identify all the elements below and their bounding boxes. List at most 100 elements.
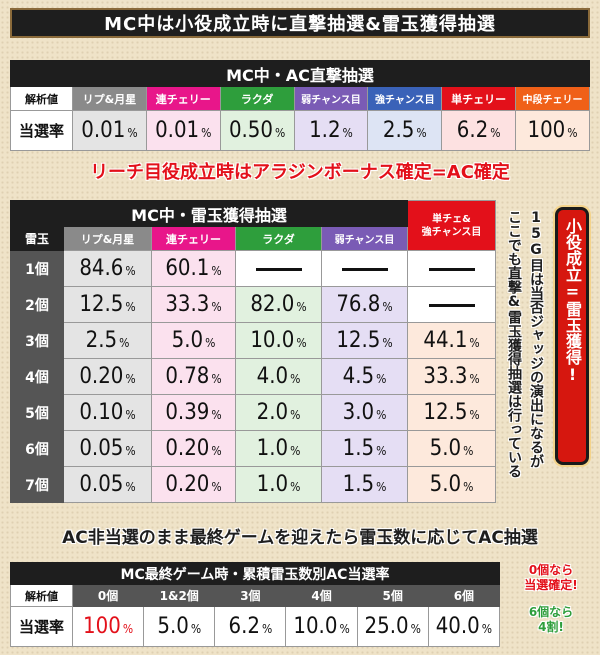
value-cell: 12.5% [407,394,497,431]
table-row: 2個 12.5% 33.3% 82.0% 76.8% [10,286,497,323]
row-label: 当選率 [10,606,73,647]
value-cell: 44.1% [407,322,497,359]
dash-mark [428,267,475,271]
empty-cell [235,250,322,287]
reach-note: リーチ目役成立時はアラジンボーナス確定=AC確定 [90,162,510,183]
value-cell: 4.5% [320,358,409,395]
value-cell: 82.0% [235,286,322,323]
value-cell: 0.20% [151,430,236,467]
value-cell: 0.05% [63,466,152,503]
value-cell: 0.01% [72,110,147,151]
row-label: 2個 [10,286,64,323]
value-cell: 10.0% [235,322,322,359]
col-header: 単チェ& 強チャンス目 [407,200,497,251]
vertical-note-1: 15G目は当否ジャッジの演出になるが [528,210,544,468]
col-header: 5個 [356,584,429,607]
value-cell: 33.3% [407,358,497,395]
value-cell: 5.0% [407,466,497,503]
side-note-six: 6個なら 4割! [528,605,574,634]
value-cell: 0.20% [151,466,236,503]
col-header: 4個 [285,584,358,607]
col-header: 1&2個 [143,584,216,607]
dash-mark [428,303,475,307]
value-cell: 5.0% [151,322,236,359]
value-cell: 1.0% [235,430,322,467]
table-row: 6個 0.05% 0.20% 1.0% 1.5% 5.0% [10,430,497,467]
empty-cell [407,250,497,287]
value-cell: 100% [515,110,590,151]
thunder-table-title: MC中・雷玉獲得抽選 [9,200,409,227]
value-cell: 1.5% [320,430,409,467]
table-row: 4個 0.20% 0.78% 4.0% 4.5% 33.3% [10,358,497,395]
value-cell: 60.1% [151,250,236,287]
col-header: ラクダ [235,226,322,251]
col-header: 弱チャンス目 [320,226,409,251]
side-banner-text: 小役成立=雷玉獲得! [563,218,582,384]
empty-cell [320,250,409,287]
table-row: 5個 0.10% 0.39% 2.0% 3.0% 12.5% [10,394,497,431]
row-label: 7個 [10,466,64,503]
value-cell: 6.2% [214,606,287,647]
value-cell: 0.01% [145,110,221,151]
dash-mark [255,267,302,271]
table-row: 7個 0.05% 0.20% 1.0% 1.5% 5.0% [10,466,497,503]
col-header: 単チェリー [441,86,517,111]
table-row: 3個 2.5% 5.0% 10.0% 12.5% 44.1% [10,322,497,359]
table-row: 1個 84.6% 60.1% [10,250,497,287]
row-label: 3個 [10,322,64,359]
col-header: 連チェリー [151,226,236,251]
row-label: 6個 [10,430,64,467]
final-table-title: MC最終ゲーム時・累積雷玉数別AC当選率 [10,562,500,585]
value-cell: 1.0% [235,466,322,503]
side-banner: 小役成立=雷玉獲得! [555,207,589,465]
final-game-table: MC最終ゲーム時・累積雷玉数別AC当選率 解析値 0個 1&2個 3個 4個 5… [10,562,501,647]
value-cell: 2.5% [63,322,152,359]
col-header: 中段チェリー [515,86,590,111]
empty-cell [407,286,497,323]
value-cell: 33.3% [151,286,236,323]
value-cell: 3.0% [320,394,409,431]
col-header: 強チャンス目 [367,86,443,111]
value-cell: 0.10% [63,394,152,431]
value-cell: 6.2% [441,110,517,151]
value-cell: 10.0% [285,606,358,647]
col-header: 3個 [214,584,287,607]
value-cell: 12.5% [320,322,409,359]
value-cell: 100% [71,606,145,647]
col-header: ラクダ [219,86,295,111]
header-bar: MC中は小役成立時に直撃抽選&雷玉獲得抽選 [10,8,590,38]
ac-note: AC非当選のまま最終ゲームを迎えたら雷玉数に応じてAC抽選 [62,527,538,548]
value-cell: 0.78% [151,358,236,395]
row-label-header: 解析値 [10,584,73,607]
thunder-ball-table: MC中・雷玉獲得抽選 単チェ& 強チャンス目 雷玉 リプ&月星 連チェリー ラク… [9,200,497,503]
col-header: リプ&月星 [63,226,152,251]
value-cell: 1.5% [320,466,409,503]
value-cell: 0.20% [63,358,152,395]
row-label-header: 解析値 [10,86,73,111]
vertical-note-2: ここでも直撃&雷玉獲得抽選は行っている [506,210,522,478]
value-cell: 2.0% [235,394,322,431]
side-note-zero: 0個なら 当選確定! [524,563,578,592]
row-label: 4個 [10,358,64,395]
row-header: 雷玉 [10,226,64,251]
value-cell: 4.0% [235,358,322,395]
row-label: 1個 [10,250,64,287]
value-cell: 40.0% [427,606,501,647]
value-cell: 5.0% [407,430,497,467]
value-cell: 2.5% [367,110,443,151]
row-label: 当選率 [10,110,73,151]
value-cell: 12.5% [63,286,152,323]
value-cell: 0.05% [63,430,152,467]
col-header: 弱チャンス目 [293,86,369,111]
col-header: 連チェリー [145,86,221,111]
value-cell: 1.2% [293,110,369,151]
value-cell: 0.39% [151,394,236,431]
direct-hit-table: MC中・AC直撃抽選 解析値 リプ&月星 連チェリー ラクダ 弱チャンス目 強チ… [10,60,590,151]
value-cell: 84.6% [63,250,152,287]
value-cell: 5.0% [143,606,216,647]
value-cell: 0.50% [219,110,295,151]
direct-table-title: MC中・AC直撃抽選 [10,60,590,87]
col-header: 6個 [427,584,501,607]
page-title: MC中は小役成立時に直撃抽選&雷玉獲得抽選 [104,14,496,35]
dash-mark [341,267,388,271]
